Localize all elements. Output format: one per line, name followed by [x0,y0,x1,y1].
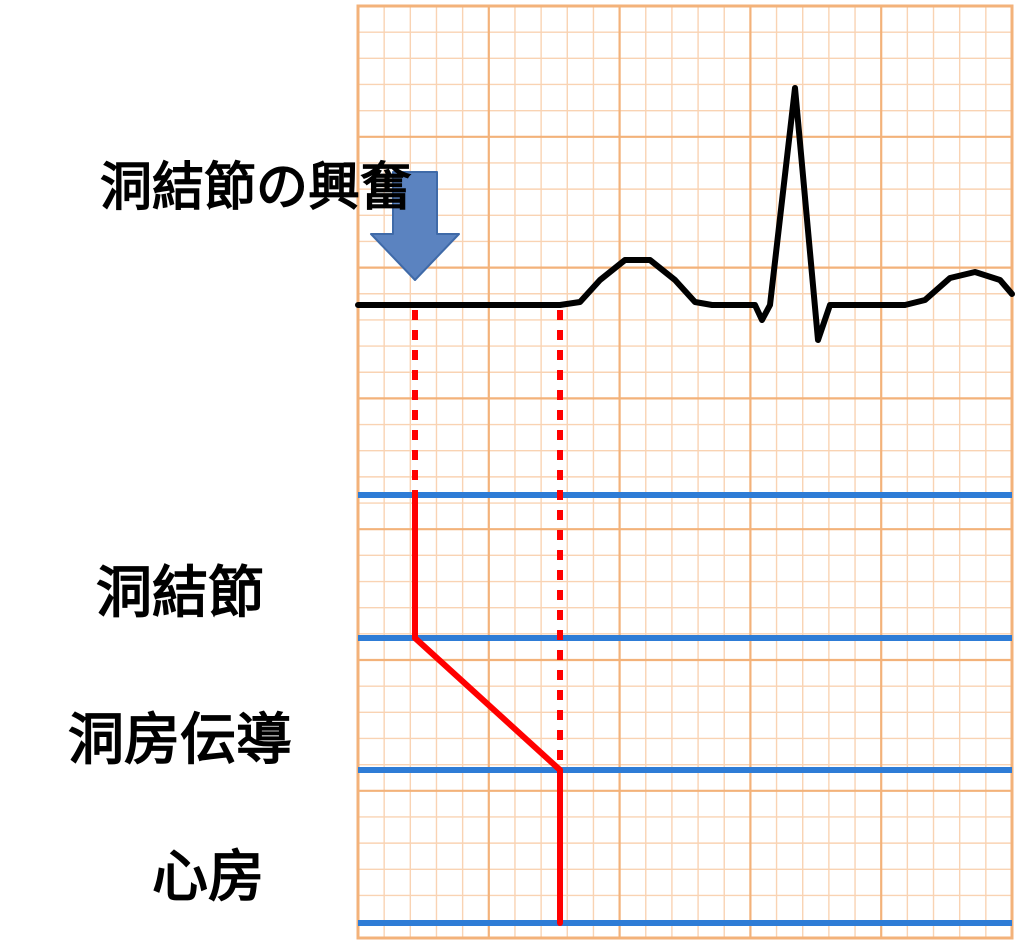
label-sa-conduction: 洞房伝導 [68,695,292,776]
ecg-grid [358,6,1012,938]
diagram-container: 洞結節の興奮 洞結節 洞房伝導 心房 [0,0,1024,944]
label-atrium: 心房 [152,832,264,913]
label-sa-excitation: 洞結節の興奮 [100,145,412,220]
grid-major [358,6,1012,938]
ecg-waveform [358,88,1012,340]
label-sa-node: 洞結節 [96,548,264,629]
ladder-diagram-svg [0,0,1024,944]
ladder-blue-lines [358,495,1012,923]
grid-minor [358,6,1012,938]
